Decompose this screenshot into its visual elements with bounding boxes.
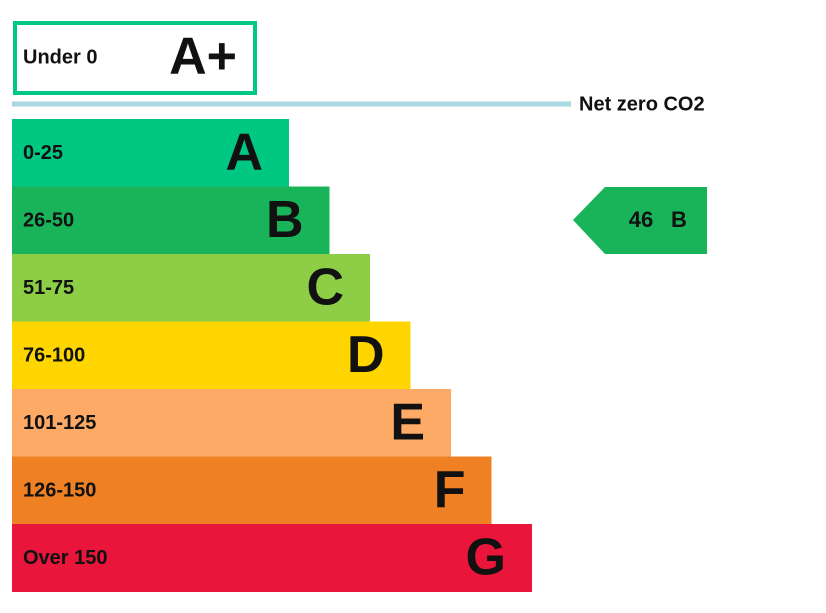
band-rating: C bbox=[306, 258, 344, 316]
band-rating: D bbox=[347, 326, 385, 384]
band-rating: B bbox=[266, 191, 304, 249]
band-range: 0-25 bbox=[23, 142, 63, 164]
top-range: Under 0 bbox=[23, 46, 97, 68]
band-range: 51-75 bbox=[23, 277, 74, 299]
band-range: 26-50 bbox=[23, 210, 74, 232]
top-band-box bbox=[13, 21, 257, 95]
band-rating: A bbox=[225, 123, 263, 181]
rating-band bbox=[12, 524, 532, 592]
net-zero-label: Net zero CO2 bbox=[579, 93, 705, 115]
band-rating: E bbox=[390, 393, 425, 451]
rating-band bbox=[12, 186, 330, 255]
band-rating: F bbox=[434, 461, 466, 519]
top-rating: A+ bbox=[169, 28, 237, 86]
band-rating: G bbox=[466, 528, 506, 586]
current-rating-arrow bbox=[573, 187, 707, 254]
current-rating: B bbox=[671, 207, 687, 232]
rating-band bbox=[12, 321, 411, 390]
rating-band bbox=[12, 254, 370, 322]
band-range: 76-100 bbox=[23, 345, 85, 367]
current-score: 46 bbox=[629, 207, 653, 232]
band-range: Over 150 bbox=[23, 547, 108, 569]
band-range: 126-150 bbox=[23, 480, 96, 502]
rating-band bbox=[12, 119, 289, 187]
rating-band bbox=[12, 389, 451, 457]
rating-band bbox=[12, 456, 492, 525]
band-range: 101-125 bbox=[23, 412, 96, 434]
